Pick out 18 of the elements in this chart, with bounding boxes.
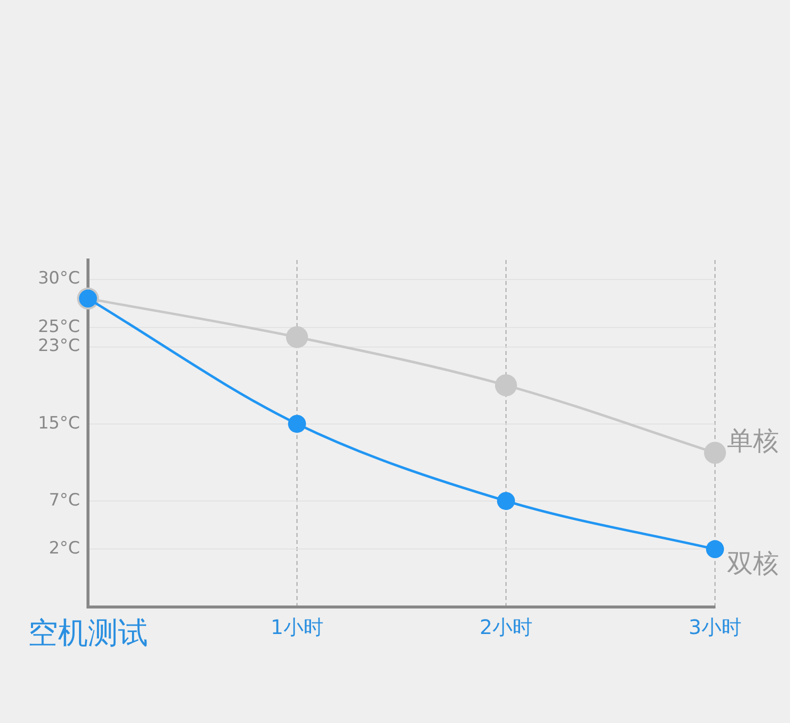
- x-tick-label: 1小时: [270, 615, 324, 640]
- point: [497, 492, 515, 510]
- y-tick-label: 25°C: [38, 316, 80, 337]
- series-label: 单核: [727, 426, 779, 457]
- point: [706, 540, 724, 558]
- point: [288, 414, 306, 433]
- series-label: 双核: [727, 548, 779, 579]
- x-tick-label: 2小时: [480, 615, 532, 640]
- point: [495, 374, 517, 396]
- y-tick-label: 15°C: [38, 413, 80, 434]
- y-tick-label: 23°C: [38, 336, 80, 356]
- y-tick-label: 2°C: [48, 538, 80, 559]
- y-tick-label: 30°C: [38, 268, 80, 289]
- y-tick-label: 7°C: [48, 490, 80, 510]
- point: [704, 442, 726, 464]
- point: [286, 326, 308, 348]
- x-tick-label: 空机测试: [28, 616, 148, 651]
- x-tick-label: 3小时: [688, 615, 742, 640]
